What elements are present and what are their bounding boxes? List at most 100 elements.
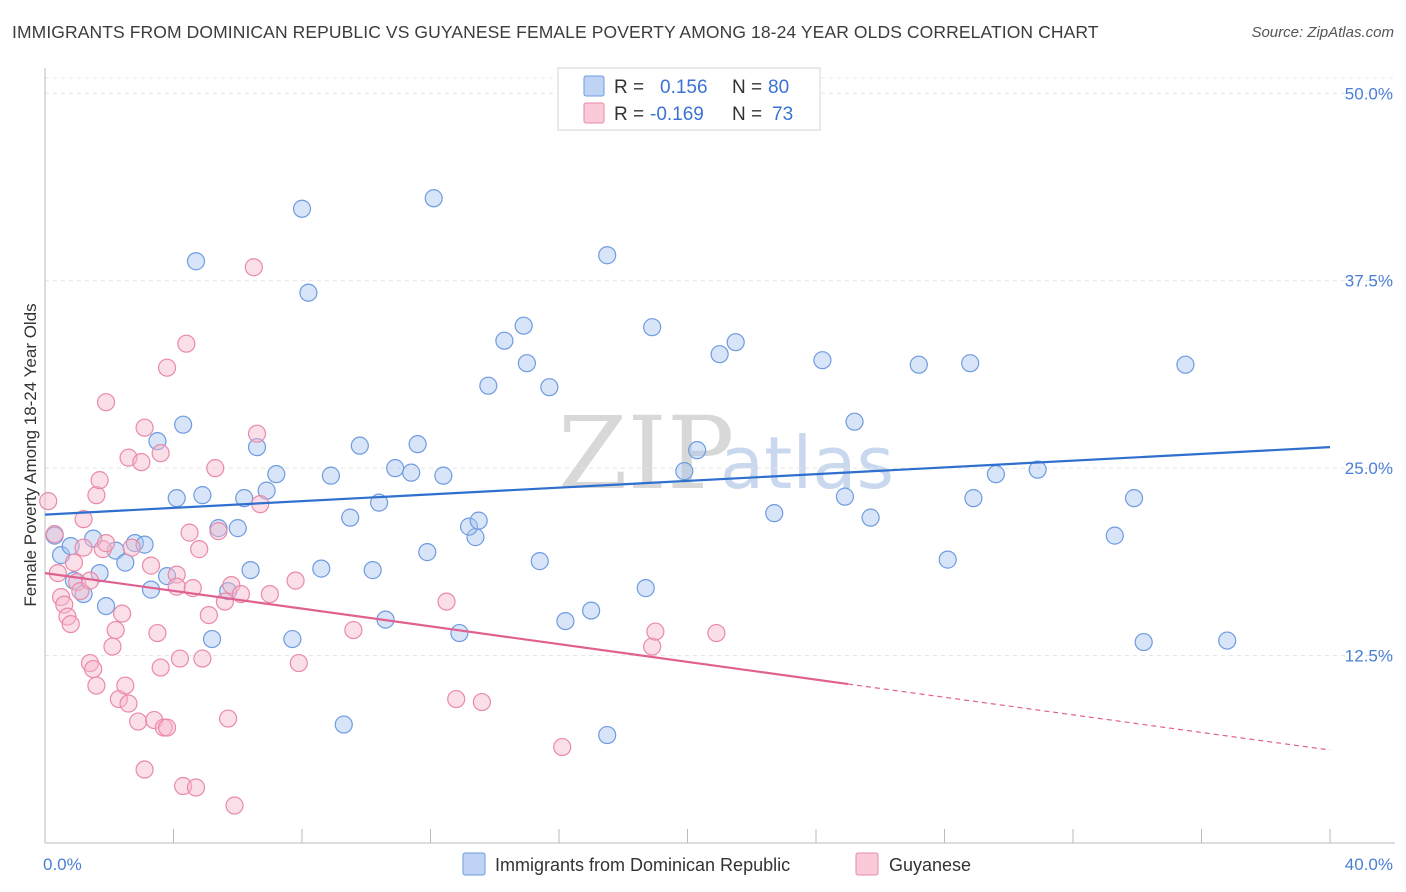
point-guyanese <box>39 492 58 511</box>
point-dominican <box>292 199 312 218</box>
point-dominican <box>321 466 341 485</box>
legend-n-label-dominican: N = <box>732 77 762 98</box>
point-guyanese <box>135 418 154 437</box>
point-dominican <box>267 465 286 484</box>
point-guyanese <box>148 623 167 643</box>
point-guyanese <box>186 778 206 797</box>
point-dominican <box>469 511 488 530</box>
legend-n-value-guyanese: 73 <box>772 104 793 125</box>
point-guyanese <box>193 649 212 668</box>
bottom-legend: Immigrants from Dominican Republic Guyan… <box>462 852 971 876</box>
point-guyanese <box>103 637 122 656</box>
watermark-zip: ZIP <box>558 395 734 512</box>
point-guyanese <box>96 534 116 553</box>
point-dominican <box>299 283 318 302</box>
point-dominican <box>386 459 405 478</box>
legend: R = 0.156 N = 80 R = -0.169 N = 73 <box>557 67 821 131</box>
point-guyanese <box>472 692 491 712</box>
point-dominican <box>765 504 784 523</box>
legend-r-label-dominican: R = <box>614 77 644 98</box>
point-guyanese <box>106 620 125 640</box>
watermark: ZIP atlas <box>558 395 894 512</box>
point-guyanese <box>84 659 103 679</box>
point-dominican <box>813 351 832 370</box>
point-dominican <box>174 415 193 434</box>
point-guyanese <box>190 540 209 559</box>
y-axis-label: Female Poverty Among 18-24 Year Olds <box>21 303 40 606</box>
point-dominican <box>598 725 617 745</box>
legend-swatch-guyanese <box>583 102 605 124</box>
point-dominican <box>334 715 353 734</box>
point-dominican <box>1134 632 1153 652</box>
point-dominican <box>312 559 331 578</box>
point-guyanese <box>209 522 228 541</box>
point-dominican <box>350 436 369 455</box>
point-dominican <box>845 412 864 431</box>
point-dominican <box>598 246 617 265</box>
point-guyanese <box>87 486 106 505</box>
points <box>39 189 1237 815</box>
point-dominican <box>1105 526 1124 545</box>
point-dominican <box>643 318 662 337</box>
point-guyanese <box>177 334 196 353</box>
point-dominican <box>938 550 957 569</box>
point-dominican <box>228 519 247 538</box>
point-guyanese <box>55 595 74 614</box>
point-dominican <box>961 354 980 373</box>
point-dominican <box>424 189 443 208</box>
bottom-legend-swatch-guyanese <box>855 852 879 876</box>
point-dominican <box>235 489 254 508</box>
point-dominican <box>402 463 421 482</box>
axes <box>44 68 1395 844</box>
point-dominican <box>835 487 855 506</box>
x-tick-label-min: 0.0% <box>43 855 82 874</box>
point-dominican <box>1028 460 1047 479</box>
point-guyanese <box>112 604 132 623</box>
point-dominican <box>556 611 575 631</box>
x-tick-label-max: 40.0% <box>1345 855 1393 874</box>
point-dominican <box>517 354 536 373</box>
trend-line-guyanese-extension <box>848 683 1331 751</box>
point-guyanese <box>119 694 138 713</box>
point-dominican <box>861 508 880 527</box>
y-tick-label: 12.5% <box>1345 647 1393 666</box>
point-dominican <box>495 331 514 350</box>
point-guyanese <box>122 538 141 557</box>
chart-title: IMMIGRANTS FROM DOMINICAN REPUBLIC VS GU… <box>12 22 1099 42</box>
point-dominican <box>434 466 453 485</box>
y-tick-label: 37.5% <box>1345 272 1393 291</box>
point-guyanese <box>61 614 80 634</box>
point-dominican <box>148 432 167 451</box>
point-guyanese <box>437 592 456 611</box>
point-dominican <box>408 435 427 454</box>
point-dominican <box>247 438 267 457</box>
point-dominican <box>909 355 928 374</box>
legend-n-label-guyanese: N = <box>732 104 762 125</box>
trend-line-dominican <box>44 446 1331 516</box>
point-dominican <box>1176 355 1195 374</box>
bottom-legend-swatch-dominican <box>462 852 486 876</box>
point-guyanese <box>219 709 238 728</box>
point-dominican <box>540 378 559 397</box>
point-guyanese <box>344 620 363 640</box>
point-guyanese <box>244 258 263 277</box>
point-guyanese <box>553 737 572 757</box>
point-guyanese <box>87 676 106 695</box>
point-guyanese <box>151 444 170 463</box>
legend-r-value-dominican: 0.156 <box>660 77 708 98</box>
point-dominican <box>167 489 186 508</box>
point-guyanese <box>215 592 234 611</box>
point-dominican <box>726 333 745 352</box>
point-guyanese <box>74 510 93 529</box>
point-guyanese <box>129 712 148 731</box>
point-guyanese <box>45 525 64 544</box>
legend-r-value-guyanese: -0.169 <box>650 104 704 125</box>
point-guyanese <box>157 358 177 377</box>
point-guyanese <box>74 538 93 557</box>
point-guyanese <box>170 649 190 668</box>
point-guyanese <box>646 622 665 641</box>
point-dominican <box>1124 489 1144 508</box>
point-dominican <box>116 553 135 572</box>
chart-source: Source: ZipAtlas.com <box>1251 24 1394 41</box>
